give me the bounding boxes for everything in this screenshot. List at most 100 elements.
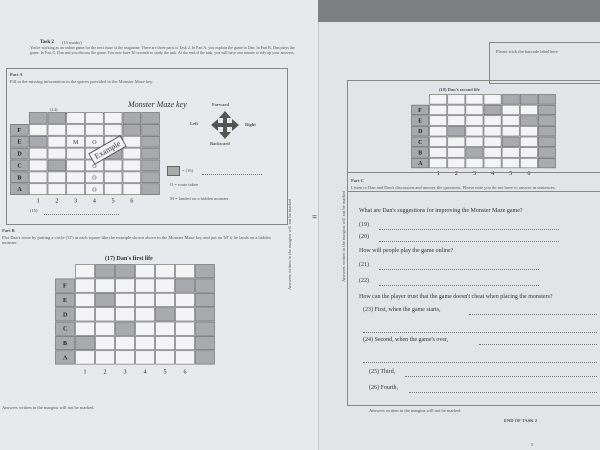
part-c-instruction: Listen to Dan and Dan's discussion and a… (351, 185, 556, 190)
grid-cell (28, 171, 48, 184)
grid-cell (175, 264, 195, 279)
col-label: 4 (144, 369, 147, 375)
q22: (22) (359, 278, 369, 284)
col-label: 3 (473, 171, 476, 177)
page-number: 5 (531, 442, 534, 447)
answer-line (379, 285, 539, 286)
grid-cell (483, 104, 502, 116)
intro: You're working as an online game for the… (30, 45, 295, 55)
grid-cell (538, 104, 556, 116)
part-b-heading: Part B (2, 228, 15, 233)
grid-cell (465, 126, 484, 137)
grid-cell (115, 350, 135, 365)
grid-cell (195, 292, 215, 307)
legend-q16: = (16) (182, 168, 194, 173)
grid-cell (75, 350, 95, 365)
grid-cell (28, 159, 48, 172)
grid-cell (85, 112, 104, 124)
part-a-instruction: Fill in the missing information in the s… (10, 79, 154, 84)
grid-cell (103, 159, 123, 172)
grid-cell (115, 264, 135, 279)
part-a-box (6, 68, 288, 225)
col-label: 5 (164, 369, 167, 375)
row-label: A (418, 161, 423, 167)
second-life-title: (18) Dan's second life (439, 87, 480, 92)
direction-backward: Backward (210, 141, 230, 146)
grid-cell (95, 292, 115, 307)
grid-cell (429, 136, 448, 147)
grid-cell (501, 104, 520, 116)
q14: (14) (50, 107, 58, 112)
grid-cell (55, 307, 75, 322)
row-label: F (17, 128, 21, 134)
grid-cell (538, 115, 556, 126)
grid-cell (465, 157, 484, 169)
barcode-text: Please stick the barcode label here (496, 49, 558, 54)
grid-cell (75, 264, 95, 279)
grid-cell (47, 147, 67, 160)
grid-cell (85, 135, 104, 148)
row-label: D (63, 312, 68, 318)
grid-cell (103, 171, 123, 184)
grid-cell (95, 336, 115, 351)
grid-cell (141, 171, 160, 184)
route-mark: O (92, 140, 97, 146)
part-a-heading: Part A (10, 72, 23, 77)
grid-cell (538, 126, 556, 137)
row-label: E (418, 119, 422, 125)
grid-cell (483, 136, 502, 147)
grid-cell (141, 135, 160, 148)
grid-cell (115, 278, 135, 293)
col-label: 5 (112, 198, 115, 204)
first-life-title: (17) Dan's first life (105, 256, 153, 262)
grid-cell (519, 147, 538, 158)
q24: (24) Second, when the game's over, (363, 337, 449, 343)
answer-line (405, 376, 597, 377)
answer-line (379, 229, 559, 230)
grid-cell (135, 278, 155, 293)
grid-cell (447, 136, 466, 147)
col-label: 3 (124, 369, 127, 375)
grid-cell (103, 124, 123, 136)
grid-cell (75, 321, 95, 336)
grid-cell (122, 112, 142, 124)
grid-cell (47, 135, 67, 148)
task-marks: (15 marks) (62, 40, 82, 45)
grid-cell (465, 136, 484, 147)
col-label: 1 (37, 198, 40, 204)
row-label: F (418, 108, 422, 114)
part-c-heading: Part C (351, 178, 364, 183)
grid-cell (195, 264, 215, 279)
row-label: B (63, 341, 67, 347)
grid-cell (141, 147, 160, 160)
grid-cell (115, 336, 135, 351)
q15: (15) (30, 208, 38, 213)
grid-cell (411, 157, 429, 169)
grid-cell (95, 278, 115, 293)
grid-cell (135, 307, 155, 322)
grid-cell (103, 183, 123, 195)
col-label: 6 (527, 171, 530, 177)
grid-cell (195, 307, 215, 322)
grid-cell (519, 115, 538, 126)
grid-cell (115, 321, 135, 336)
grid-cell (66, 183, 85, 195)
grid-cell (10, 171, 29, 184)
grid-cell (155, 350, 175, 365)
first-life-grid: F E D C B A 1 2 3 4 5 6 (55, 264, 215, 375)
question-1: What are Dan's suggestions for improving… (359, 208, 523, 214)
row-label: A (63, 355, 68, 361)
grid-cell (122, 124, 142, 136)
legend-monster: M = landed on a hidden monster (170, 196, 229, 201)
col-label: 4 (93, 198, 96, 204)
grid-cell (10, 124, 29, 136)
grid-cell (501, 147, 520, 158)
grid-cell (47, 171, 67, 184)
row-label: C (418, 140, 422, 146)
grid-cell (155, 278, 175, 293)
barcode-box (489, 42, 600, 84)
grid-cell (519, 126, 538, 137)
row-label: C (63, 327, 67, 333)
grid-cell (175, 350, 195, 365)
grid-cell (538, 94, 556, 105)
